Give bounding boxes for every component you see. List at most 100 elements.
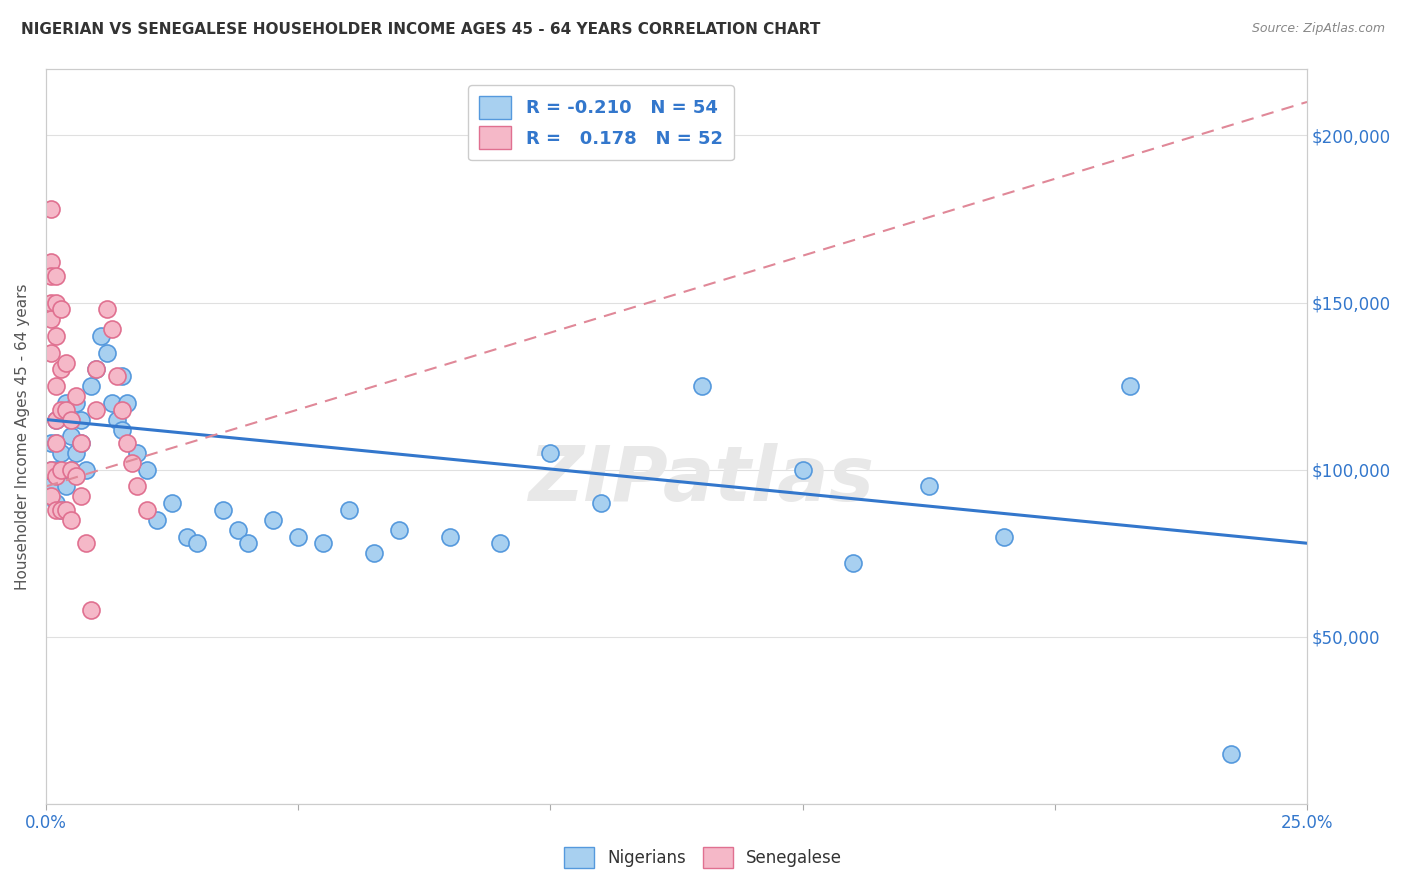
Point — [60, 412, 83, 426]
Point — [100, 322, 122, 336]
Point — [111, 402, 134, 417]
Point — [45, 295, 67, 310]
Point — [439, 530, 461, 544]
Point — [80, 379, 103, 393]
Point — [160, 496, 183, 510]
Point — [39, 312, 62, 326]
Point — [211, 503, 233, 517]
Point — [226, 523, 249, 537]
Point — [45, 268, 67, 283]
Point — [135, 503, 157, 517]
Point — [125, 479, 148, 493]
Point — [105, 412, 128, 426]
Point — [111, 369, 134, 384]
Text: Source: ZipAtlas.com: Source: ZipAtlas.com — [1251, 22, 1385, 36]
Point — [70, 436, 93, 450]
Point — [65, 396, 87, 410]
Point — [45, 496, 67, 510]
Point — [39, 463, 62, 477]
Point — [65, 469, 87, 483]
Point — [993, 530, 1015, 544]
Point — [65, 389, 87, 403]
Point — [45, 412, 67, 426]
Point — [100, 396, 122, 410]
Point — [75, 536, 97, 550]
Point — [70, 436, 93, 450]
Point — [39, 255, 62, 269]
Point — [60, 513, 83, 527]
Point — [1119, 379, 1142, 393]
Point — [287, 530, 309, 544]
Point — [918, 479, 941, 493]
Point — [236, 536, 259, 550]
Point — [55, 479, 77, 493]
Point — [86, 362, 108, 376]
Legend: R = -0.210   N = 54, R =   0.178   N = 52: R = -0.210 N = 54, R = 0.178 N = 52 — [468, 85, 734, 161]
Point — [49, 362, 72, 376]
Point — [49, 302, 72, 317]
Point — [45, 329, 67, 343]
Point — [45, 463, 67, 477]
Point — [589, 496, 612, 510]
Point — [49, 503, 72, 517]
Point — [262, 513, 284, 527]
Point — [96, 302, 118, 317]
Point — [125, 446, 148, 460]
Point — [135, 463, 157, 477]
Point — [49, 446, 72, 460]
Point — [690, 379, 713, 393]
Point — [55, 402, 77, 417]
Point — [186, 536, 208, 550]
Y-axis label: Householder Income Ages 45 - 64 years: Householder Income Ages 45 - 64 years — [15, 283, 30, 590]
Point — [115, 396, 138, 410]
Point — [388, 523, 411, 537]
Point — [55, 396, 77, 410]
Point — [842, 556, 865, 570]
Point — [45, 412, 67, 426]
Point — [49, 402, 72, 417]
Point — [49, 503, 72, 517]
Point — [105, 369, 128, 384]
Text: NIGERIAN VS SENEGALESE HOUSEHOLDER INCOME AGES 45 - 64 YEARS CORRELATION CHART: NIGERIAN VS SENEGALESE HOUSEHOLDER INCOM… — [21, 22, 821, 37]
Point — [39, 202, 62, 216]
Point — [39, 479, 62, 493]
Point — [121, 456, 143, 470]
Point — [75, 463, 97, 477]
Point — [70, 490, 93, 504]
Point — [45, 469, 67, 483]
Point — [45, 503, 67, 517]
Point — [86, 402, 108, 417]
Point — [90, 329, 112, 343]
Point — [39, 345, 62, 359]
Point — [39, 295, 62, 310]
Point — [538, 446, 561, 460]
Point — [39, 436, 62, 450]
Point — [96, 345, 118, 359]
Point — [45, 379, 67, 393]
Point — [49, 469, 72, 483]
Point — [60, 429, 83, 443]
Point — [70, 412, 93, 426]
Point — [55, 356, 77, 370]
Point — [60, 463, 83, 477]
Point — [489, 536, 512, 550]
Legend: Nigerians, Senegalese: Nigerians, Senegalese — [557, 840, 849, 875]
Point — [111, 423, 134, 437]
Point — [39, 463, 62, 477]
Point — [86, 362, 108, 376]
Point — [45, 436, 67, 450]
Point — [363, 546, 385, 560]
Point — [39, 490, 62, 504]
Point — [312, 536, 335, 550]
Point — [146, 513, 169, 527]
Point — [39, 268, 62, 283]
Point — [60, 463, 83, 477]
Point — [176, 530, 198, 544]
Point — [49, 463, 72, 477]
Point — [115, 436, 138, 450]
Point — [1220, 747, 1243, 761]
Point — [65, 446, 87, 460]
Point — [80, 603, 103, 617]
Point — [55, 503, 77, 517]
Point — [45, 436, 67, 450]
